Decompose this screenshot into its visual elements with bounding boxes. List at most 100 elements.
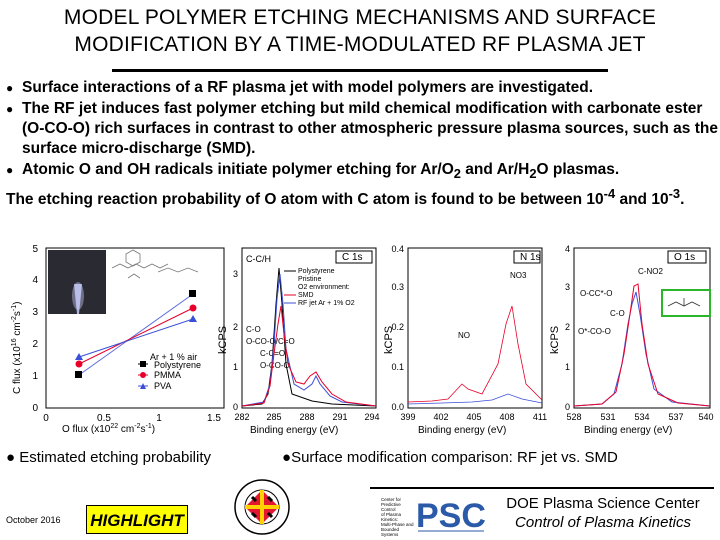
svg-text:294: 294: [364, 412, 379, 422]
svg-text:Binding energy (eV): Binding energy (eV): [418, 425, 506, 436]
svg-text:O-CO-O/C=O: O-CO-O/C=O: [246, 337, 295, 346]
data-point: [75, 353, 83, 360]
svg-text:C 1s: C 1s: [342, 252, 363, 263]
svg-text:537: 537: [668, 412, 683, 422]
svg-text:3: 3: [233, 269, 238, 279]
svg-text:0.4: 0.4: [391, 244, 404, 254]
svg-text:399: 399: [400, 412, 415, 422]
svg-text:0: 0: [233, 402, 238, 412]
svg-text:4: 4: [565, 244, 570, 254]
doe-center-name: DOE Plasma Science Center Control of Pla…: [506, 495, 700, 531]
slide-title: MODEL POLYMER ETCHING MECHANISMS AND SUR…: [0, 4, 720, 58]
svg-text:O2 environment:: O2 environment:: [298, 284, 350, 291]
highlight-badge: HIGHLIGHT: [86, 505, 188, 534]
svg-text:534: 534: [634, 412, 649, 422]
svg-text:285: 285: [266, 412, 281, 422]
svg-text:C-NO2: C-NO2: [638, 267, 663, 276]
footer-date: October 2016: [6, 515, 61, 525]
svg-text:0.3: 0.3: [391, 282, 404, 292]
y-tick: 2: [32, 339, 38, 350]
svg-text:402: 402: [433, 412, 448, 422]
data-point: [189, 304, 197, 312]
svg-text:Polystyrene: Polystyrene: [154, 360, 201, 370]
x-tick: 0.5: [97, 413, 111, 424]
svg-text:kCPS: kCPS: [549, 326, 561, 354]
svg-text:C-O: C-O: [610, 309, 625, 318]
svg-text:1: 1: [565, 362, 570, 372]
bullet-icon: ●: [6, 163, 14, 177]
footer-rule: [370, 487, 714, 489]
svg-text:PSC: PSC: [416, 497, 486, 535]
svg-text:O-CC*-O: O-CC*-O: [580, 289, 612, 298]
figure1-legend: Ar + 1 % air Polystyrene PMMA PVA: [138, 352, 201, 391]
x-tick: 1.5: [207, 413, 221, 424]
bullet-item: ● The RF jet induces fast polymer etching…: [6, 100, 718, 157]
svg-text:NO: NO: [458, 331, 470, 340]
xps-spectra-figure: C 1s C-C/H C-O O-CO-O/C=O C-C=O O-CO-O P…: [217, 244, 714, 436]
svg-text:N 1s: N 1s: [520, 252, 541, 263]
svg-text:O 1s: O 1s: [674, 252, 695, 263]
svg-text:1: 1: [233, 362, 238, 372]
svg-text:Pristine: Pristine: [298, 276, 321, 283]
title-divider: [112, 69, 608, 72]
svg-text:531: 531: [600, 412, 615, 422]
svg-text:Binding energy (eV): Binding energy (eV): [250, 425, 338, 436]
svg-text:2: 2: [233, 322, 238, 332]
svg-text:291: 291: [332, 412, 347, 422]
svg-text:Ar + 1 % air: Ar + 1 % air: [150, 352, 197, 362]
y-tick: 4: [32, 275, 38, 286]
data-point: [189, 315, 197, 322]
svg-text:O*-CO-O: O*-CO-O: [578, 327, 611, 336]
svg-text:NO3: NO3: [510, 271, 527, 280]
bullet-icon: ●: [6, 449, 20, 466]
bullet-icon: ●: [6, 102, 14, 116]
data-point: [75, 360, 83, 368]
series-polystyrene: [75, 290, 196, 378]
panel-c1s-legend: Polystyrene Pristine O2 environment: SMD…: [284, 268, 355, 307]
y-tick: 1: [32, 371, 38, 382]
data-point: [189, 290, 196, 297]
series-pva: [75, 315, 197, 360]
y-tick: 0: [32, 403, 38, 414]
svg-text:Polystyrene: Polystyrene: [298, 268, 335, 275]
psc-logo-icon: PSC: [416, 497, 486, 535]
svg-text:C-O: C-O: [246, 325, 261, 334]
svg-text:PMMA: PMMA: [154, 370, 181, 380]
svg-text:540: 540: [698, 412, 713, 422]
svg-text:405: 405: [466, 412, 481, 422]
svg-text:SMD: SMD: [298, 292, 314, 299]
x-axis-label: O flux (x1022 cm-2s-1): [62, 423, 155, 435]
x-tick: 0: [43, 413, 49, 424]
svg-text:3: 3: [565, 282, 570, 292]
bullet-list: ● Surface interactions of a RF plasma jet…: [6, 78, 718, 211]
svg-text:282: 282: [234, 412, 249, 422]
bullet-icon: ●: [6, 81, 14, 95]
svg-text:528: 528: [566, 412, 581, 422]
polymer-structures: [111, 249, 199, 279]
svg-text:RF jet Ar + 1% O2: RF jet Ar + 1% O2: [298, 300, 355, 307]
bullet-item: ● Atomic O and OH radicals initiate polym…: [6, 161, 685, 209]
y-axis-label: C flux (x1016 cm-2s-1): [11, 301, 23, 394]
svg-text:kCPS: kCPS: [217, 326, 229, 354]
svg-text:288: 288: [299, 412, 314, 422]
y-tick: 5: [32, 244, 38, 255]
panel-c1s: C 1s C-C/H C-O O-CO-O/C=O C-C=O O-CO-O P…: [217, 247, 380, 436]
svg-text:kCPS: kCPS: [383, 326, 395, 354]
svg-text:C-C/H: C-C/H: [246, 254, 271, 264]
svg-text:408: 408: [499, 412, 514, 422]
bullet-item: ● Surface interactions of a RF plasma jet…: [6, 79, 594, 96]
panel-n1s: N 1s NO3 NO 0.0 0.1 0.2 0.3 0.4 399 402 …: [383, 244, 547, 436]
svg-text:0.0: 0.0: [391, 402, 404, 412]
etching-flux-figure: 0 1 2 3 4 5 0 0.5 1 1.5 O flux (x1022 cm…: [11, 244, 225, 435]
data-point: [75, 371, 82, 378]
y-tick: 3: [32, 307, 38, 318]
series-pmma: [75, 304, 197, 368]
caption-left: ● Estimated etching probability: [6, 449, 212, 466]
center-name-block: Center for Predictive Control of Plasma …: [381, 497, 414, 537]
x-tick: 1: [156, 413, 162, 424]
bullet-icon: ●: [282, 449, 292, 466]
svg-text:PVA: PVA: [154, 381, 171, 391]
svg-text:0.1: 0.1: [391, 362, 404, 372]
svg-text:2: 2: [565, 322, 570, 332]
svg-text:411: 411: [533, 412, 547, 422]
